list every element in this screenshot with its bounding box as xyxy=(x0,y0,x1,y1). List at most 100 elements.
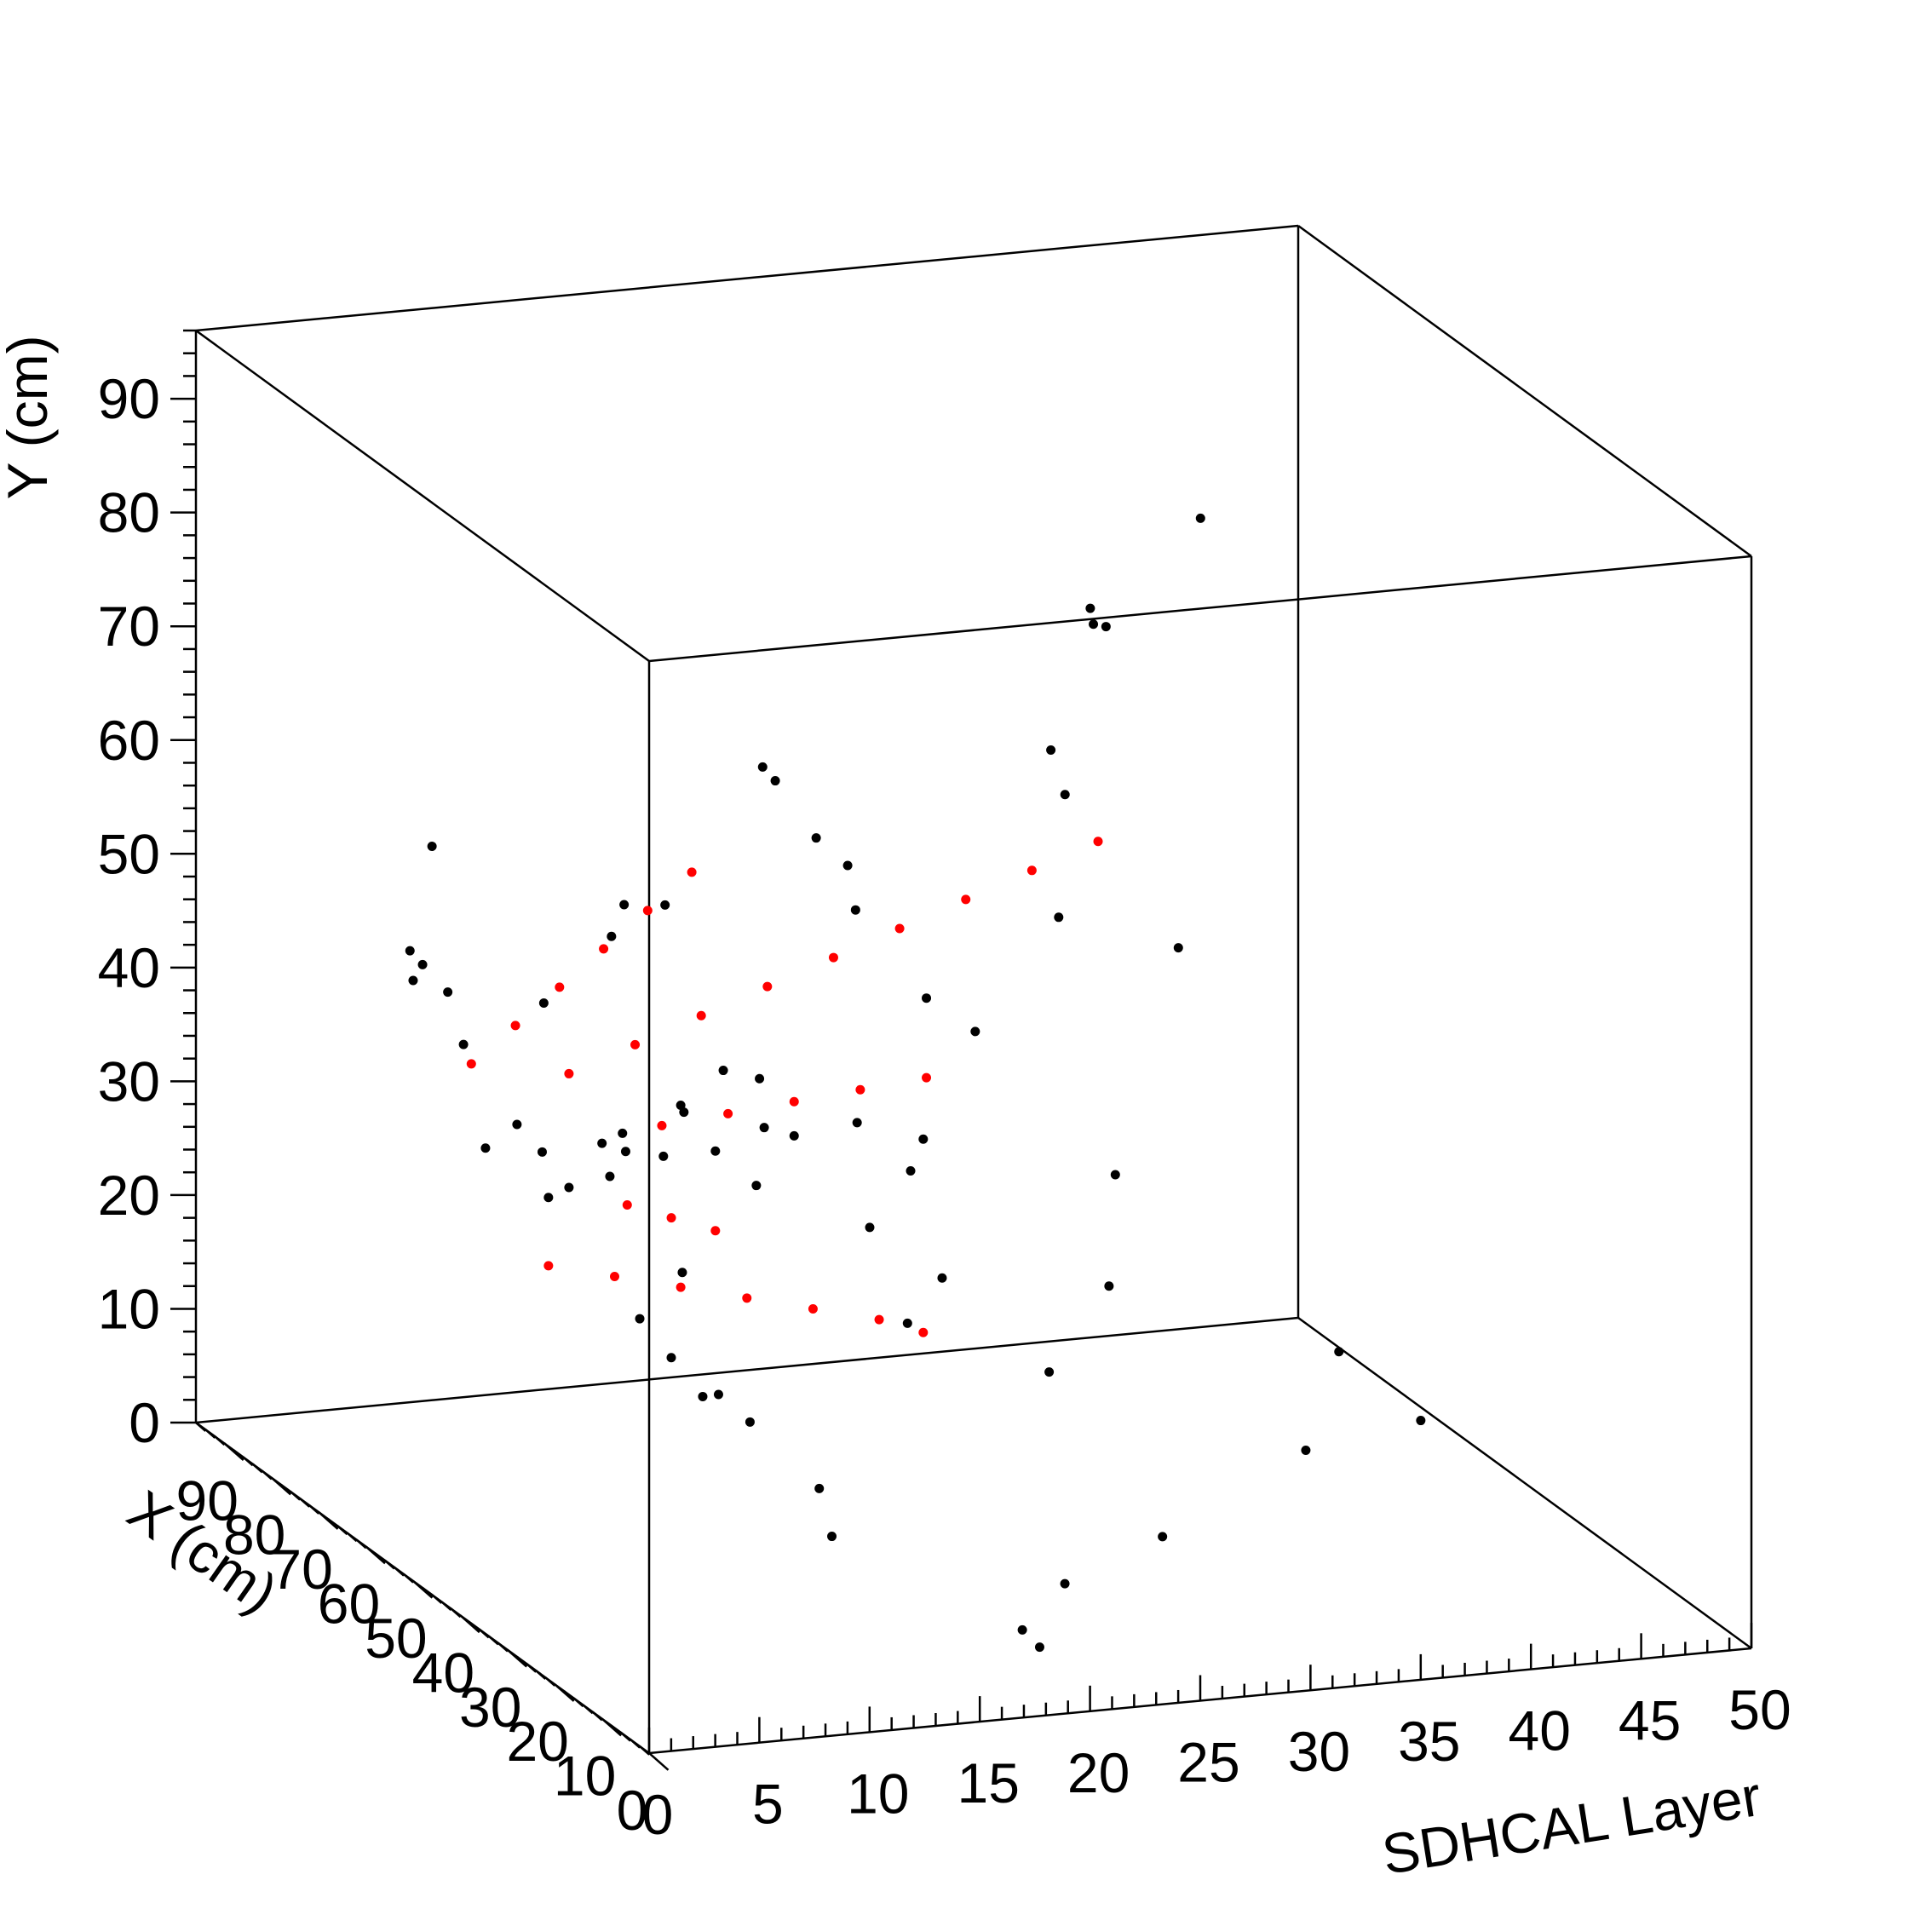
data-point xyxy=(827,1532,837,1542)
x-tick xyxy=(535,1670,547,1680)
data-point xyxy=(808,1303,818,1314)
data-point xyxy=(757,762,768,772)
data-point xyxy=(902,1318,912,1328)
x-tick xyxy=(469,1621,480,1632)
data-point xyxy=(696,1010,706,1021)
x-tick xyxy=(526,1662,537,1673)
data-point xyxy=(1101,622,1111,632)
data-point xyxy=(742,1293,752,1303)
data-point xyxy=(679,1107,689,1118)
data-point xyxy=(865,1222,875,1233)
x-tick-label: 10 xyxy=(554,1745,616,1808)
data-point xyxy=(1301,1446,1311,1456)
data-point xyxy=(443,987,453,998)
data-point xyxy=(710,1226,721,1236)
x-tick xyxy=(383,1559,395,1570)
x-tick xyxy=(290,1490,301,1501)
data-point xyxy=(789,1130,799,1141)
x-tick xyxy=(422,1587,434,1597)
z-tick-label: 50 xyxy=(1728,1678,1791,1741)
data-point xyxy=(630,1039,641,1049)
x-tick xyxy=(251,1463,263,1474)
y-tick-label: 60 xyxy=(98,709,160,772)
data-point xyxy=(599,944,609,954)
x-tick-label: 20 xyxy=(506,1710,568,1773)
series-1 xyxy=(466,837,1103,1337)
z-tick-label: 0 xyxy=(642,1783,674,1846)
box-edge xyxy=(1297,224,1752,558)
x-tick xyxy=(393,1566,405,1577)
x-tick xyxy=(440,1601,452,1612)
box-edge xyxy=(1297,1316,1752,1650)
z-tick-label: 5 xyxy=(752,1773,784,1836)
data-point xyxy=(850,905,860,915)
data-point xyxy=(642,906,653,916)
y-tick-label: 70 xyxy=(98,595,160,658)
data-point xyxy=(677,1268,687,1278)
data-point xyxy=(657,1120,667,1130)
x-tick xyxy=(487,1635,499,1646)
data-point xyxy=(698,1391,708,1401)
x-tick xyxy=(355,1538,367,1550)
x-tick xyxy=(554,1683,575,1702)
data-point xyxy=(1089,619,1099,630)
data-point xyxy=(713,1389,723,1400)
data-point xyxy=(745,1417,755,1427)
data-point xyxy=(1416,1416,1426,1426)
x-tick-label: 30 xyxy=(459,1676,521,1739)
data-point xyxy=(922,993,932,1003)
data-point xyxy=(1104,1281,1114,1291)
y-tick-label: 80 xyxy=(98,481,160,544)
data-point xyxy=(619,900,630,910)
z-axis-title: SDHCAL Layer xyxy=(1377,1764,1765,1886)
y-tick-label: 30 xyxy=(98,1049,160,1113)
data-point xyxy=(605,1171,615,1182)
x-tick-label: 50 xyxy=(365,1607,427,1670)
x-tick xyxy=(572,1697,584,1708)
data-point xyxy=(828,952,838,963)
y-tick-label: 20 xyxy=(98,1164,160,1227)
x-tick-label: 90 xyxy=(176,1469,239,1532)
data-point xyxy=(622,1200,632,1210)
x-tick-label: 40 xyxy=(412,1641,474,1704)
data-point xyxy=(537,1147,547,1157)
x-tick-label: 60 xyxy=(318,1573,380,1636)
x-tick xyxy=(591,1711,603,1722)
data-point xyxy=(1034,1642,1044,1653)
data-point xyxy=(770,776,780,786)
y-tick-label: 90 xyxy=(98,367,160,430)
x-tick xyxy=(214,1435,226,1446)
data-point xyxy=(607,931,617,941)
x-tick xyxy=(242,1456,254,1467)
series-0 xyxy=(405,513,1426,1653)
data-point xyxy=(710,1146,721,1156)
data-point xyxy=(658,1151,669,1161)
data-point xyxy=(597,1138,607,1148)
data-point xyxy=(466,1059,476,1069)
data-point xyxy=(918,1327,929,1337)
x-tick xyxy=(308,1504,320,1515)
data-point xyxy=(660,900,670,910)
z-tick-label: 40 xyxy=(1508,1699,1570,1762)
data-point xyxy=(555,982,565,992)
x-tick xyxy=(497,1642,509,1653)
x-tick-label: 70 xyxy=(270,1538,332,1601)
x-tick xyxy=(365,1545,386,1565)
x-tick xyxy=(544,1676,556,1687)
data-point xyxy=(1044,1367,1055,1377)
data-point xyxy=(918,1134,929,1144)
data-point xyxy=(564,1068,574,1078)
x-tick xyxy=(478,1628,490,1639)
data-point xyxy=(620,1147,630,1157)
x-tick xyxy=(318,1511,339,1530)
data-point xyxy=(1017,1624,1027,1635)
data-point xyxy=(543,1261,554,1271)
data-point xyxy=(906,1165,916,1176)
data-point xyxy=(687,867,697,877)
data-point xyxy=(1026,865,1037,876)
x-tick xyxy=(412,1579,434,1599)
z-tick-label: 30 xyxy=(1288,1720,1350,1783)
data-point xyxy=(852,1118,862,1128)
